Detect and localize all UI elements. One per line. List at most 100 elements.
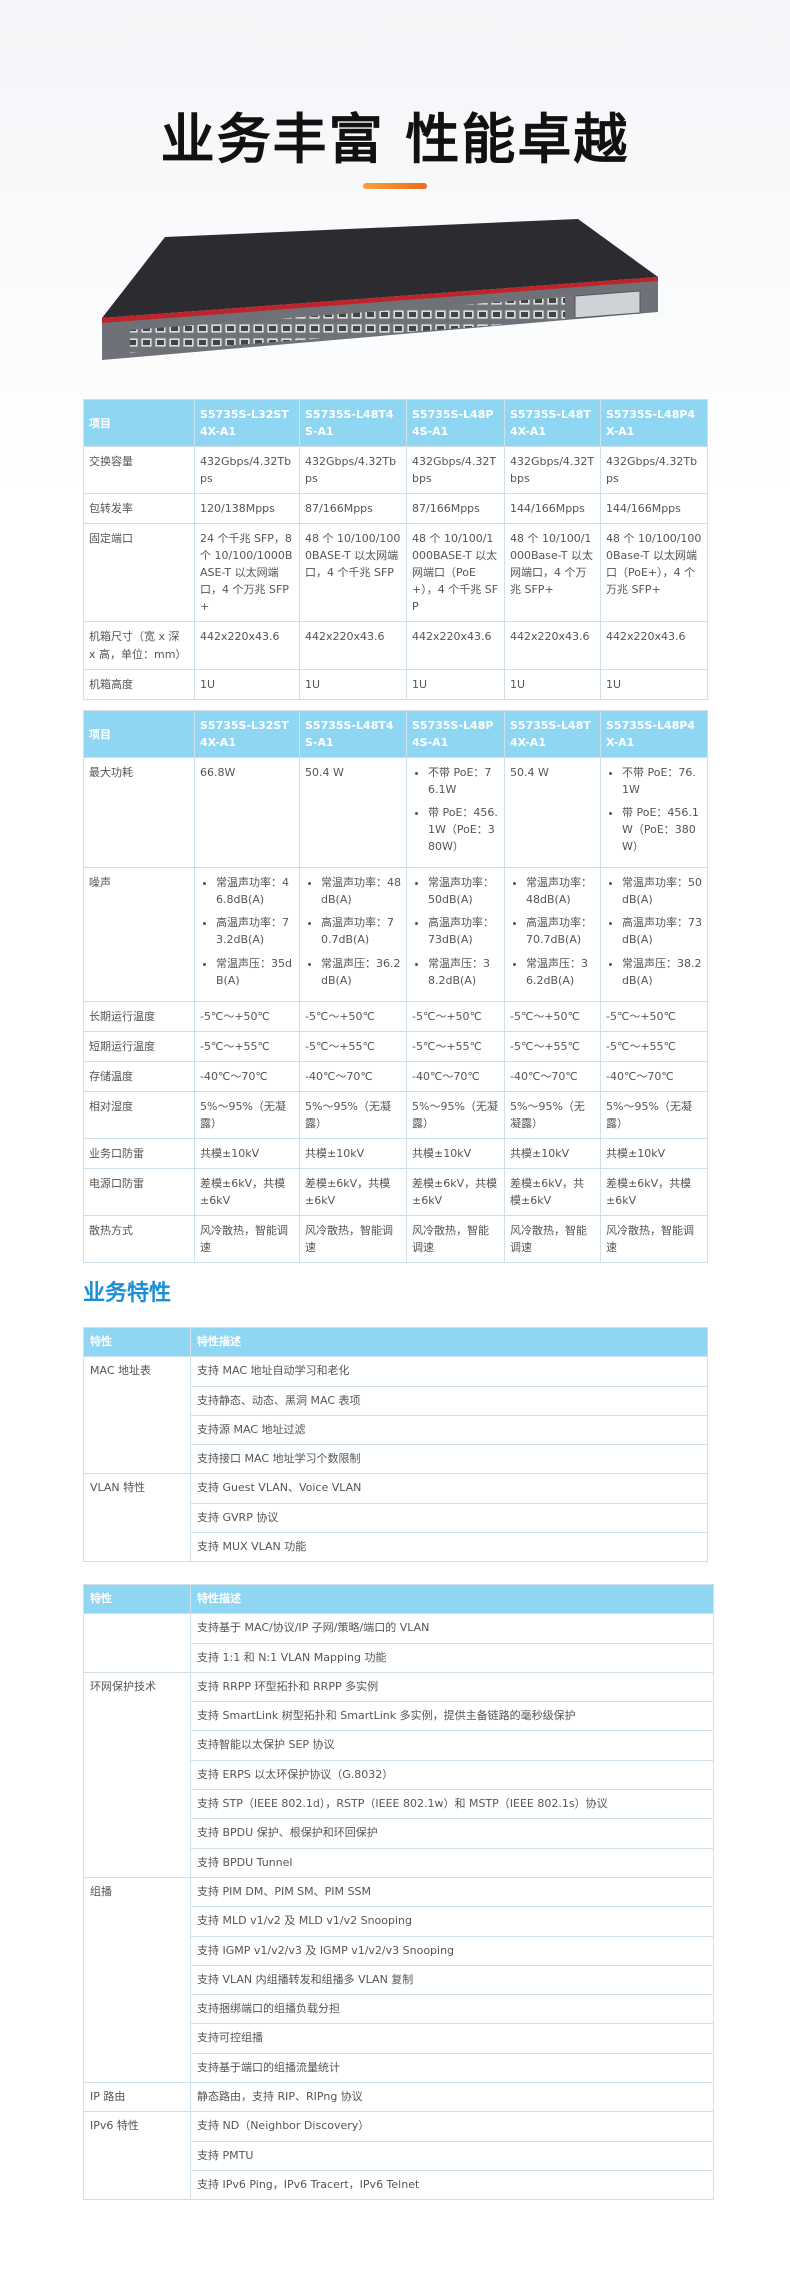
cell: 常温声功率：50dB(A) 高温声功率：73dB(A) 常温声压：38.2dB(A) [600, 867, 708, 1002]
bullet-item: 高温声功率：73dB(A) [622, 914, 702, 948]
cell: -40℃～70℃ [600, 1060, 708, 1092]
cell: 66.8W [194, 757, 300, 869]
cell: 432Gbps/4.32Tbps [504, 446, 601, 495]
cell: 风冷散热，智能调速 [194, 1214, 300, 1264]
header-cell: 项目 [83, 709, 195, 759]
spec-table: 项目 S5735S-L32ST4X-A1 S5735S-L48T4S-A1 S5735… [83, 709, 708, 1264]
row: 支持 PMTU [84, 2140, 714, 2171]
switch-image [102, 219, 658, 360]
row: 支持 MUX VLAN 功能 [84, 1532, 708, 1563]
cell: 432Gbps/4.32Tbps [194, 446, 300, 495]
feature-item: 支持 BPDU 保护、根保护和环回保护 [190, 1818, 714, 1849]
row: 支持 BPDU 保护、根保护和环回保护 [84, 1818, 714, 1849]
bullet-item: 高温声功率：73dB(A) [428, 914, 499, 948]
cell: 144/166Mpps [600, 493, 708, 525]
cell: -5℃～+55℃ [194, 1030, 300, 1062]
cell: 87/166Mpps [406, 493, 505, 525]
cell: -5℃～+55℃ [504, 1030, 601, 1062]
cell: 差模±6kV，共模±6kV [600, 1167, 708, 1216]
bullet-item: 常温声功率：48dB(A) [526, 874, 595, 908]
cell: 5%～95%（无凝露） [194, 1090, 300, 1139]
cell: 5%～95%（无凝露） [600, 1090, 708, 1139]
cell: -5℃～+50℃ [406, 1000, 505, 1032]
cell: -5℃～+55℃ [406, 1030, 505, 1062]
row: 支持捆绑端口的组播负载分担 [84, 1994, 714, 2025]
header-cell: S5735S-L48P4S-A1 [406, 709, 505, 759]
feature-label: VLAN 特性 [83, 1473, 191, 1563]
cell: 差模±6kV，共模±6kV [406, 1167, 505, 1216]
bullet-list: 常温声功率：50dB(A) 高温声功率：73dB(A) 常温声压：38.2dB(A) [606, 874, 702, 988]
row: VLAN 特性 支持 Guest VLAN、Voice VLAN [83, 1473, 708, 1563]
cell: 432Gbps/4.32Tbps [299, 446, 407, 495]
feature-item: 支持基于端口的组播流量统计 [190, 2052, 714, 2084]
header-row: 项目 S5735S-L32ST4X-A1 S5735S-L48T4S-A1 S5735… [83, 709, 708, 759]
row: 支持 IPv6 Ping，IPv6 Tracert，IPv6 Telnet [84, 2169, 714, 2201]
row: 噪声常温声功率：46.8dB(A) 高温声功率：73.2dB(A) 常温声压：35d… [83, 867, 708, 1002]
feature-table: 特性 特性描述 MAC 地址表 支持 MAC 地址自动学习和老化 支持静态、动态、黑洞 … [83, 1326, 708, 1563]
row: 支持基于端口的组播流量统计 [84, 2052, 714, 2084]
row: IP 路由 静态路由，支持 RIP、RIPng 协议 [83, 2082, 714, 2113]
cell: 5%～95%（无凝露） [406, 1090, 505, 1139]
cell: -40℃～70℃ [406, 1060, 505, 1092]
spec-table: 项目 S5735S-L32ST4X-A1 S5735S-L48T4S-A1 S5735… [83, 398, 708, 700]
cell: 5%～95%（无凝露） [504, 1090, 601, 1139]
row: MAC 地址表 支持 MAC 地址自动学习和老化 [83, 1356, 708, 1475]
bullet-list: 常温声功率：48dB(A) 高温声功率：70.7dB(A) 常温声压：36.2dB(… [510, 874, 595, 988]
row: 机箱尺寸（宽 x 深 x 高，单位：mm） 442x220x43.6 442x220… [83, 621, 708, 670]
row: 存储温度 -40℃～70℃ -40℃～70℃ -40℃～70℃ -40℃～70℃ -40℃… [83, 1060, 708, 1092]
feature-item: 支持基于 MAC/协议/IP 子网/策略/端口的 VLAN [190, 1613, 714, 1644]
cell: 442x220x43.6 [600, 621, 708, 670]
feature-item: 支持接口 MAC 地址学习个数限制 [190, 1444, 708, 1475]
row: 支持 ERPS 以太环保护协议（G.8032） [84, 1759, 714, 1791]
feature-item: 支持 RRPP 环型拓扑和 RRPP 多实例 [190, 1671, 714, 1703]
cell: 差模±6kV，共模±6kV [299, 1167, 407, 1216]
cell: 50.4 W [299, 757, 407, 869]
row: 支持 SmartLink 树型拓扑和 SmartLink 多实例，提供主备链路的… [84, 1701, 714, 1732]
header-row: 项目 S5735S-L32ST4X-A1 S5735S-L48T4S-A1 S5735… [83, 398, 708, 448]
cell: 常温声功率：46.8dB(A) 高温声功率：73.2dB(A) 常温声压：35dB(… [194, 867, 300, 1002]
bullet-item: 常温声压：38.2dB(A) [622, 955, 702, 989]
bullet-item: 常温声压：35dB(A) [216, 955, 294, 989]
row-label: 交换容量 [83, 446, 195, 495]
cell: 风冷散热，智能调速 [600, 1214, 708, 1264]
header-cell: S5735S-L48T4X-A1 [504, 398, 601, 448]
row-label: 电源口防雷 [83, 1167, 195, 1216]
feature-item: 支持 PIM DM、PIM SM、PIM SSM [190, 1876, 714, 1908]
header-cell: 项目 [83, 398, 195, 448]
header-cell: S5735S-L48T4S-A1 [299, 709, 407, 759]
cell: 48 个 10/100/1000BASE-T 以太网端口（PoE+），4 个千兆… [406, 523, 505, 623]
row: 支持 1:1 和 N:1 VLAN Mapping 功能 [84, 1642, 714, 1673]
row: 短期运行温度 -5℃～+55℃ -5℃～+55℃ -5℃～+55℃ -5℃～+55℃ -5… [83, 1030, 708, 1062]
cell: 差模±6kV，共模±6kV [504, 1167, 601, 1216]
bullet-item: 带 PoE：456.1W（PoE：380W） [622, 804, 702, 855]
row: 环网保护技术 支持 RRPP 环型拓扑和 RRPP 多实例 [83, 1671, 714, 1878]
cell: 常温声功率：48dB(A) 高温声功率：70.7dB(A) 常温声压：36.2dB(… [504, 867, 601, 1002]
header-cell: S5735S-L32ST4X-A1 [194, 709, 300, 759]
cell: 1U [504, 668, 601, 700]
row: 支持 MLD v1/v2 及 MLD v1/v2 Snooping [84, 1906, 714, 1937]
cell: 442x220x43.6 [194, 621, 300, 670]
cell: 差模±6kV，共模±6kV [194, 1167, 300, 1216]
cell: 432Gbps/4.32Tbps [406, 446, 505, 495]
feature-item: 支持 Guest VLAN、Voice VLAN [190, 1473, 708, 1504]
cell: 87/166Mpps [299, 493, 407, 525]
row: 支持源 MAC 地址过滤 [84, 1414, 708, 1446]
feature-item: 支持可控组播 [190, 2023, 714, 2054]
feature-item: 支持 ND（Neighbor Discovery） [190, 2111, 714, 2142]
row: IPv6 特性 支持 ND（Neighbor Discovery） [83, 2111, 714, 2201]
feature-item: 支持源 MAC 地址过滤 [190, 1414, 708, 1446]
cell: 1U [406, 668, 505, 700]
title: 业务丰富 性能卓越 [160, 108, 630, 171]
feature-item: 支持 STP（IEEE 802.1d），RSTP（IEEE 802.1w）和 M… [190, 1789, 714, 1820]
bullet-item: 带 PoE：456.1W（PoE：380W） [428, 804, 499, 855]
feature-label [83, 1613, 191, 1673]
row: 支持接口 MAC 地址学习个数限制 [84, 1444, 708, 1475]
bullet-list: 常温声功率：46.8dB(A) 高温声功率：73.2dB(A) 常温声压：35dB(… [200, 874, 294, 988]
cell: 1U [600, 668, 708, 700]
row: 业务口防雷 共模±10kV 共模±10kV 共模±10kV 共模±10kV 共模±10kV [83, 1137, 708, 1169]
feature-item: 支持 SmartLink 树型拓扑和 SmartLink 多实例，提供主备链路的… [190, 1701, 714, 1732]
row: 支持静态、动态、黑洞 MAC 表项 [84, 1385, 708, 1416]
cell: 共模±10kV [299, 1137, 407, 1169]
row-label: 长期运行温度 [83, 1000, 195, 1032]
